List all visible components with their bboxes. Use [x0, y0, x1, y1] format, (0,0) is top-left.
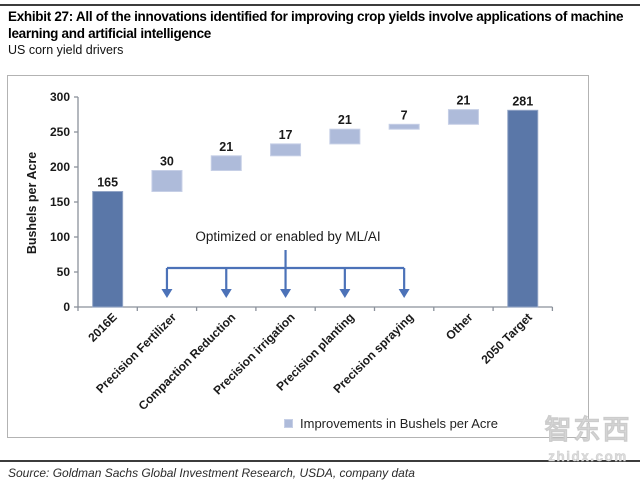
- total-bar: [92, 191, 124, 308]
- y-tick-label: 100: [50, 230, 70, 244]
- y-tick-label: 250: [50, 125, 70, 139]
- increment-bar: [388, 123, 420, 130]
- x-category-label: Compaction Reduction: [136, 310, 239, 413]
- value-label: 21: [456, 94, 470, 108]
- y-tick-label: 0: [63, 300, 70, 314]
- value-label: 281: [512, 94, 533, 108]
- value-label: 7: [401, 108, 408, 122]
- x-category-label: 2050 Target: [478, 310, 534, 366]
- legend-label: Improvements in Bushels per Acre: [300, 416, 498, 431]
- x-category-label: Other: [443, 310, 476, 343]
- top-rule: [0, 4, 640, 6]
- down-arrow-icon: [161, 289, 173, 298]
- source-text: Source: Goldman Sachs Global Investment …: [8, 466, 415, 480]
- value-label: 30: [160, 155, 174, 169]
- chart-frame-border: [7, 75, 589, 438]
- exhibit-title: Exhibit 27: All of the innovations ident…: [8, 9, 624, 41]
- total-bar: [507, 109, 539, 308]
- down-arrow-icon: [280, 289, 292, 298]
- chart-legend: Improvements in Bushels per Acre: [284, 416, 498, 431]
- y-tick-label: 200: [50, 160, 70, 174]
- down-arrow-icon: [398, 289, 410, 298]
- chart-subtitle: US corn yield drivers: [8, 43, 124, 57]
- watermark: 智东西 zhidx.com: [538, 415, 638, 464]
- x-category-label: 2016E: [85, 310, 119, 344]
- divider-rule: [0, 460, 640, 462]
- legend-swatch-icon: [284, 419, 293, 428]
- y-tick-label: 150: [50, 195, 70, 209]
- y-tick-label: 300: [50, 90, 70, 104]
- down-arrow-icon: [220, 289, 232, 298]
- value-label: 165: [97, 176, 118, 190]
- watermark-cn-text: 智东西: [544, 415, 632, 445]
- increment-bar: [329, 128, 361, 145]
- watermark-site-text: zhidx.com: [548, 449, 628, 464]
- y-axis-title: Bushels per Acre: [25, 151, 39, 255]
- increment-bar: [151, 170, 183, 192]
- increment-bar: [447, 109, 479, 125]
- value-label: 21: [338, 113, 352, 127]
- value-label: 17: [279, 128, 293, 142]
- value-label: 21: [219, 140, 233, 154]
- y-tick-label: 50: [57, 265, 71, 279]
- down-arrow-icon: [339, 289, 351, 298]
- increment-bar: [210, 155, 242, 172]
- annotation-label: Optimized or enabled by ML/AI: [195, 229, 381, 244]
- increment-bar: [270, 143, 302, 157]
